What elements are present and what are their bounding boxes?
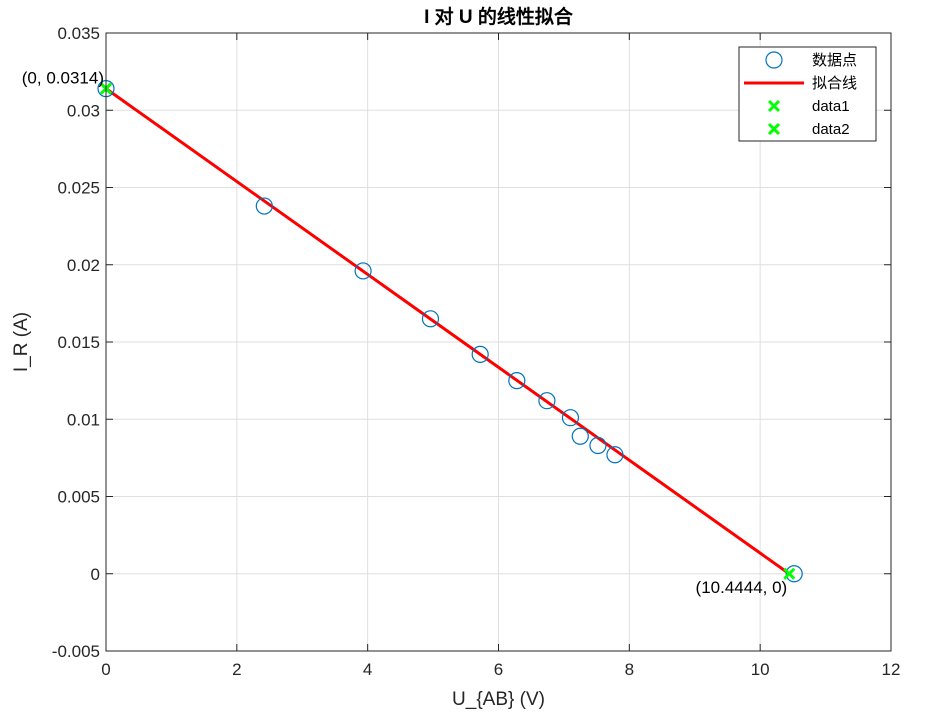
point-annotation: (0, 0.0314) bbox=[22, 69, 104, 88]
data-point bbox=[471, 345, 489, 363]
legend-x-icon bbox=[767, 122, 781, 136]
y-tick-label: 0.015 bbox=[57, 333, 100, 352]
y-axis: -0.005 0 0.005 0.01 0.015 0.02 0.025 0.03 0.035 bbox=[52, 24, 891, 661]
data-point bbox=[561, 409, 580, 427]
data-points-series bbox=[97, 80, 803, 583]
fit-line bbox=[105, 87, 791, 575]
y-tick-label: 0.035 bbox=[57, 24, 100, 43]
y-tick-label: 0 bbox=[91, 565, 100, 584]
legend-box bbox=[738, 46, 877, 142]
data-point bbox=[538, 392, 556, 410]
x-axis-label: U_{AB} (V) bbox=[452, 689, 545, 710]
x-tick-label: 4 bbox=[363, 660, 372, 679]
data-point bbox=[606, 446, 624, 464]
legend-label: 拟合线 bbox=[812, 75, 857, 92]
y-tick-label: -0.005 bbox=[52, 642, 100, 661]
y-tick-label: 0.005 bbox=[57, 488, 100, 507]
data-point bbox=[255, 197, 273, 215]
data-point bbox=[354, 262, 372, 280]
legend-label: 数据点 bbox=[812, 52, 857, 69]
x-marker-stroke bbox=[767, 99, 781, 113]
y-axis-label: I_R (A) bbox=[11, 312, 32, 372]
point-annotation: (10.4444, 0) bbox=[696, 578, 788, 597]
x-tick-label: 10 bbox=[751, 660, 770, 679]
data-point bbox=[589, 436, 607, 455]
highlight-x-marker bbox=[783, 567, 796, 580]
legend-entry: 拟合线 bbox=[744, 75, 857, 92]
y-tick-label: 0.02 bbox=[67, 256, 100, 275]
legend-x-icon bbox=[767, 99, 781, 113]
legend-circle-icon bbox=[765, 51, 783, 69]
data-point bbox=[421, 310, 440, 328]
x-tick-label: 6 bbox=[494, 660, 503, 679]
x-marker-stroke bbox=[767, 122, 781, 136]
legend-entry: data1 bbox=[767, 98, 850, 115]
x-axis: 0 2 4 6 8 10 12 bbox=[101, 33, 900, 679]
data-point bbox=[508, 372, 526, 390]
y-tick-label: 0.01 bbox=[67, 410, 100, 429]
legend-label: data1 bbox=[812, 98, 850, 115]
legend-entry: 数据点 bbox=[765, 51, 857, 69]
x-tick-label: 0 bbox=[101, 660, 110, 679]
chart-title: I 对 U 的线性拟合 bbox=[424, 5, 574, 28]
x-marker-stroke bbox=[783, 567, 796, 580]
data-point bbox=[571, 427, 589, 445]
y-tick-label: 0.025 bbox=[57, 179, 100, 198]
x-tick-label: 12 bbox=[882, 660, 901, 679]
legend-entry: data2 bbox=[767, 121, 850, 138]
fit-line-series bbox=[105, 87, 791, 575]
x-tick-label: 2 bbox=[232, 660, 241, 679]
data-point bbox=[785, 565, 803, 583]
annotations: (0, 0.0314) (10.4444, 0) bbox=[22, 69, 787, 597]
x-tick-label: 8 bbox=[625, 660, 634, 679]
y-tick-label: 0.03 bbox=[67, 101, 100, 120]
legend-label: data2 bbox=[812, 121, 850, 138]
